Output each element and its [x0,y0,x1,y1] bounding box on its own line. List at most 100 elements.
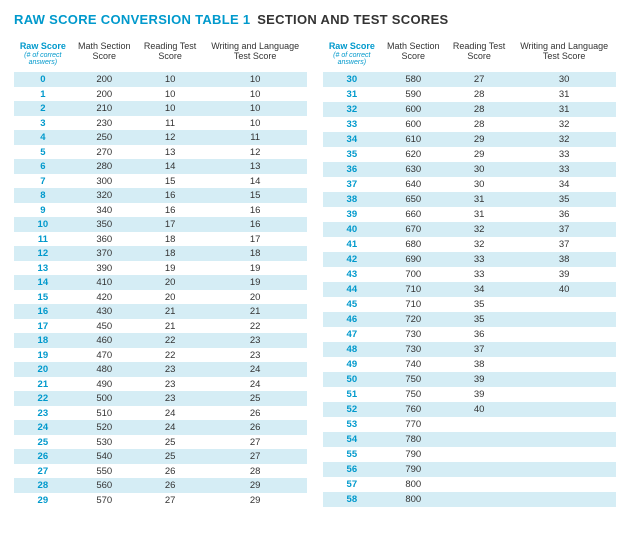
writing-score-cell: 19 [203,261,307,276]
raw-score-cell: 18 [14,333,72,348]
raw-score-cell: 8 [14,188,72,203]
table-row: 93401616 [14,203,307,218]
writing-score-cell: 22 [203,319,307,334]
table-row: 133901919 [14,261,307,276]
reading-score-cell [446,417,512,432]
table-row: 214902324 [14,377,307,392]
conversion-table-left: Raw Score (# of correct answers) Math Se… [14,37,307,507]
reading-score-cell: 31 [446,207,512,222]
reading-score-cell: 23 [137,391,203,406]
reading-score-cell: 15 [137,174,203,189]
reading-score-cell: 31 [446,192,512,207]
writing-score-cell: 30 [512,72,616,87]
writing-score-cell: 10 [203,87,307,102]
raw-score-cell: 55 [323,447,381,462]
table-row: 295702729 [14,493,307,508]
writing-score-cell: 16 [203,217,307,232]
raw-score-cell: 39 [323,207,381,222]
reading-score-cell: 22 [137,348,203,363]
writing-score-cell [512,372,616,387]
table-row: 4773036 [323,327,616,342]
table-row: 5276040 [323,402,616,417]
math-score-cell: 210 [72,101,137,116]
writing-score-cell [512,447,616,462]
reading-score-cell: 21 [137,304,203,319]
raw-score-cell: 0 [14,72,72,87]
math-score-cell: 540 [72,449,137,464]
reading-score-cell: 25 [137,449,203,464]
writing-score-cell [512,417,616,432]
writing-score-cell: 23 [203,348,307,363]
math-score-cell: 730 [381,342,446,357]
raw-score-cell: 43 [323,267,381,282]
col-header-reading: Reading Test Score [137,37,203,72]
table-row: 285602629 [14,478,307,493]
table-row: 4672035 [323,312,616,327]
math-score-cell: 560 [72,478,137,493]
reading-score-cell [446,477,512,492]
raw-header-text: Raw Score [329,41,375,51]
table-row: 52701312 [14,145,307,160]
raw-score-cell: 58 [323,492,381,507]
writing-score-cell: 39 [512,267,616,282]
writing-score-cell: 10 [203,72,307,87]
title-secondary: SECTION AND TEST SCORES [257,12,448,27]
reading-score-cell: 27 [446,72,512,87]
math-score-cell: 790 [381,462,446,477]
table-row: 58800 [323,492,616,507]
writing-score-cell [512,357,616,372]
table-row: 22101010 [14,101,307,116]
table-row: 4974038 [323,357,616,372]
raw-score-cell: 25 [14,435,72,450]
raw-score-cell: 14 [14,275,72,290]
col-header-math: Math Section Score [381,37,446,72]
raw-score-cell: 54 [323,432,381,447]
table-row: 164302121 [14,304,307,319]
writing-score-cell: 11 [203,130,307,145]
raw-score-cell: 34 [323,132,381,147]
table-row: 12001010 [14,87,307,102]
writing-score-cell: 19 [203,275,307,290]
math-score-cell: 410 [72,275,137,290]
raw-score-cell: 35 [323,147,381,162]
writing-score-cell: 37 [512,222,616,237]
math-score-cell: 600 [381,117,446,132]
col-header-raw: Raw Score (# of correct answers) [323,37,381,72]
math-score-cell: 680 [381,237,446,252]
reading-score-cell: 33 [446,252,512,267]
writing-score-cell: 16 [203,203,307,218]
math-score-cell: 630 [381,162,446,177]
table-row: 123701818 [14,246,307,261]
writing-score-cell: 23 [203,333,307,348]
writing-score-cell [512,312,616,327]
raw-score-cell: 28 [14,478,72,493]
writing-score-cell: 20 [203,290,307,305]
raw-score-cell: 47 [323,327,381,342]
writing-score-cell: 32 [512,132,616,147]
reading-score-cell: 29 [446,132,512,147]
raw-score-cell: 45 [323,297,381,312]
raw-header-sub: (# of correct answers) [325,52,379,66]
table-row: 83201615 [14,188,307,203]
reading-score-cell: 39 [446,372,512,387]
raw-score-cell: 20 [14,362,72,377]
math-score-cell: 640 [381,177,446,192]
raw-score-cell: 33 [323,117,381,132]
raw-score-cell: 40 [323,222,381,237]
reading-score-cell: 13 [137,145,203,160]
raw-score-cell: 1 [14,87,72,102]
reading-score-cell: 12 [137,130,203,145]
writing-score-cell: 29 [203,478,307,493]
raw-score-cell: 12 [14,246,72,261]
math-score-cell: 450 [72,319,137,334]
writing-score-cell: 33 [512,162,616,177]
writing-score-cell [512,327,616,342]
table-row: 245202426 [14,420,307,435]
writing-score-cell [512,342,616,357]
reading-score-cell: 26 [137,478,203,493]
table-row: 235102426 [14,406,307,421]
math-score-cell: 350 [72,217,137,232]
reading-score-cell: 23 [137,377,203,392]
col-header-writing: Writing and Language Test Score [203,37,307,72]
reading-score-cell: 21 [137,319,203,334]
